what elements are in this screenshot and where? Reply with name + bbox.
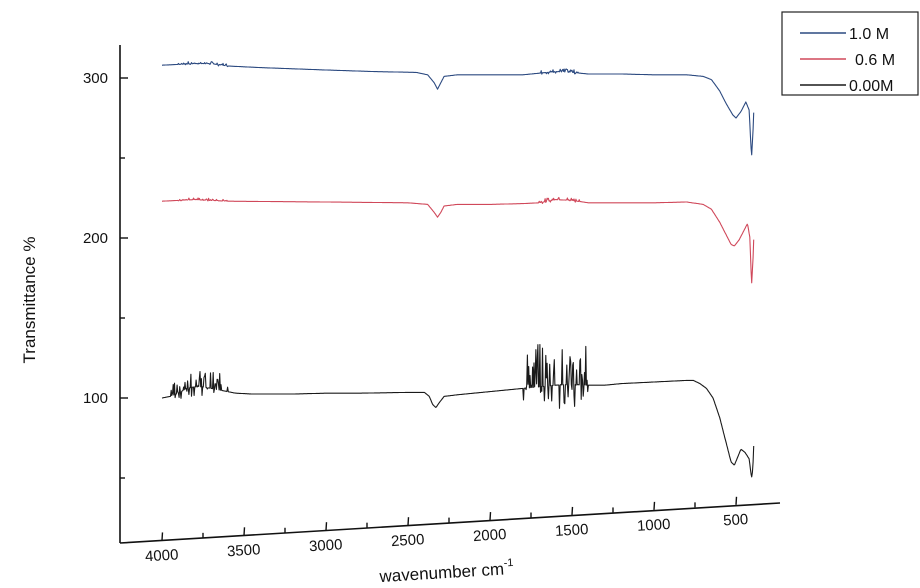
x-tick-1500	[571, 506, 574, 516]
y-tick-label-300: 300	[83, 70, 108, 87]
x-tick-3500	[243, 527, 246, 536]
y-axis-title: Transmittance %	[20, 237, 39, 364]
legend-box	[781, 11, 919, 96]
ticks-layer: 100 200 300 4000 3500 3000 2500 2000 1500 1000 500	[83, 70, 749, 565]
series-line-0-6-m	[162, 196, 755, 284]
x-tick-500	[735, 496, 738, 505]
x-tick-label-1000: 1000	[637, 516, 671, 535]
x-tick-label-3500: 3500	[227, 541, 261, 560]
x-tick-label-2000: 2000	[473, 526, 507, 545]
legend: 1.0 M 0.6 M 0.00M	[781, 11, 919, 96]
x-tick-label-500: 500	[723, 511, 749, 529]
series-layer	[161, 61, 755, 478]
x-tick-2500	[407, 517, 410, 526]
x-axis-title: wavenumber cm-1	[378, 557, 515, 586]
legend-item-0-00m: 0.00M	[800, 78, 893, 95]
legend-item-1-0m: 1.0 M	[800, 26, 889, 43]
x-tick-4000	[161, 532, 164, 541]
x-tick-2000	[489, 512, 492, 521]
y-tick-label-100: 100	[83, 390, 108, 407]
x-tick-1000	[653, 501, 656, 510]
x-axis-line	[119, 502, 781, 544]
legend-label-0-00m: 0.00M	[849, 78, 893, 95]
x-tick-label-1500: 1500	[555, 521, 589, 540]
axes-layer	[119, 45, 781, 544]
legend-item-0-6m: 0.6 M	[800, 52, 895, 69]
x-tick-3000	[325, 522, 328, 531]
x-tick-label-4000: 4000	[145, 546, 179, 565]
series-line-1-0-m	[162, 61, 755, 156]
y-tick-label-200: 200	[83, 230, 108, 247]
series-line-0-00m	[161, 344, 755, 478]
legend-label-0-6m: 0.6 M	[855, 52, 895, 69]
x-tick-label-3000: 3000	[309, 536, 343, 555]
x-tick-label-2500: 2500	[391, 531, 425, 550]
legend-label-1-0m: 1.0 M	[849, 26, 889, 43]
